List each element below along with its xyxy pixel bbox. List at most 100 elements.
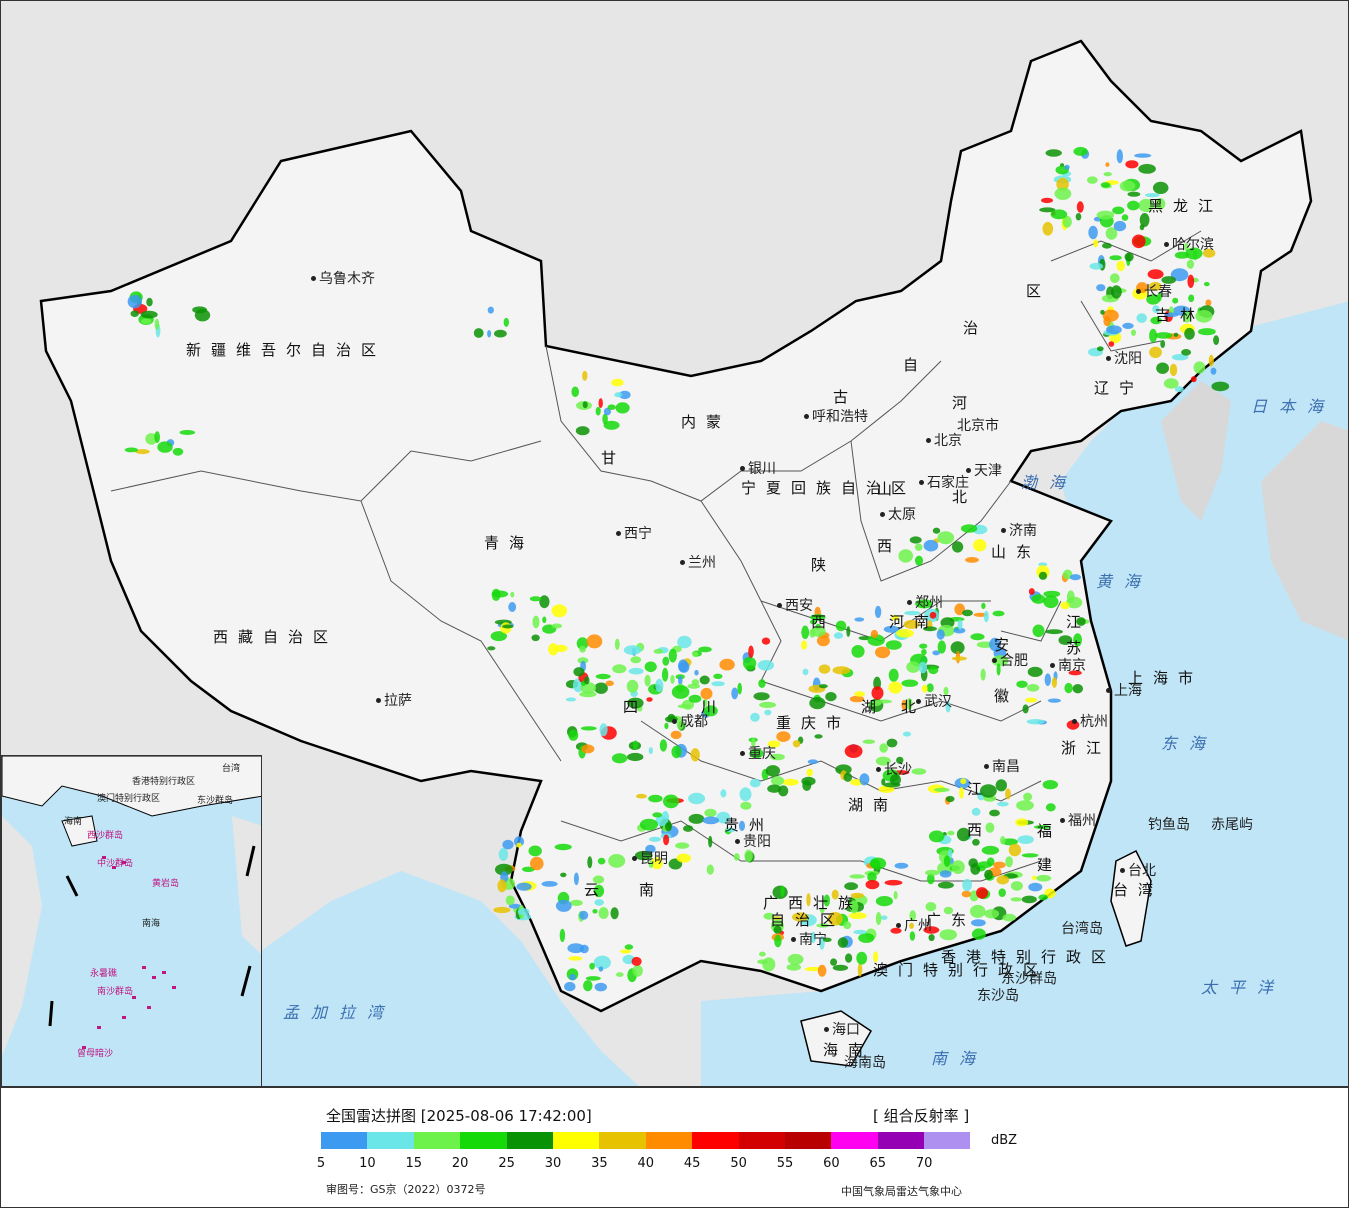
inset-label: 东沙群岛	[197, 796, 234, 806]
legend-swatch	[460, 1132, 507, 1149]
city-marker-icon	[992, 657, 997, 663]
city-label: 广州	[893, 918, 932, 934]
island-label-text: 赤尾屿	[1211, 817, 1253, 833]
island-label-text: 钓鱼岛	[1148, 817, 1190, 833]
city-label-text: 郑州	[915, 595, 943, 611]
city-label: 哈尔滨	[1161, 237, 1214, 253]
city-marker-icon	[376, 697, 381, 703]
city-label-text: 石家庄	[927, 475, 969, 491]
legend-unit: dBZ	[991, 1133, 1018, 1148]
region-label: 川	[701, 698, 726, 716]
region-label: 江	[1066, 613, 1091, 631]
city-label-text: 西安	[785, 598, 813, 614]
region-label: 安	[994, 636, 1019, 654]
radar-map[interactable]: 乌鲁木齐 拉萨 西宁 兰州 银川 呼和浩特 西安 成都 重庆 昆明 贵阳 南宁 长沙 武汉 郑州 太原 石家庄北…	[0, 0, 1349, 1087]
city-marker-icon	[919, 479, 924, 485]
city-label: 兰州	[677, 555, 716, 571]
region-label-text: 吉林	[1155, 306, 1206, 324]
city-label: 济南	[998, 523, 1037, 539]
region-label: 治	[963, 319, 988, 337]
inset-label: 台湾	[222, 764, 241, 774]
region-label-text: 陕	[811, 556, 837, 574]
sea-label-text: 日本海	[1251, 397, 1336, 416]
region-label-text: 贵州	[724, 816, 775, 834]
city-label: 天津	[963, 463, 1002, 479]
region-label-text: 山	[877, 480, 903, 498]
city-label-text: 海口	[832, 1022, 860, 1038]
sea-label-text: 东海	[1161, 734, 1218, 753]
region-label-text: 西	[967, 821, 993, 839]
region-label: 陕	[811, 556, 836, 574]
legend-swatch	[321, 1132, 368, 1149]
city-label-text: 呼和浩特	[812, 409, 868, 425]
region-label-text: 南	[639, 881, 665, 899]
sea-label: 渤海	[1021, 469, 1077, 493]
city-label-text: 贵阳	[743, 834, 771, 850]
region-label: 青海	[484, 534, 534, 552]
sea-label-text: 渤海	[1021, 473, 1078, 492]
city-marker-icon	[632, 855, 637, 861]
legend-swatch	[924, 1132, 971, 1149]
city-label-text: 乌鲁木齐	[319, 271, 375, 287]
city-marker-icon	[1120, 867, 1125, 873]
region-label: 西	[877, 537, 902, 555]
region-label: 上海市	[1128, 669, 1203, 687]
inset-label: 海南	[64, 817, 83, 827]
region-label: 南	[639, 881, 664, 899]
legend-swatch	[552, 1132, 600, 1149]
sea-label-text: 南海	[931, 1049, 988, 1068]
legend-tick-label: 40	[637, 1156, 655, 1171]
taiwan-island	[1110, 849, 1152, 947]
city-marker-icon	[896, 922, 901, 928]
legend-product-name: [ 组合反射率 ]	[873, 1107, 970, 1125]
region-label: 建	[1037, 856, 1062, 874]
city-label-text: 长沙	[884, 762, 912, 778]
region-label-text: 四	[623, 698, 649, 716]
region-label: 西	[967, 821, 992, 839]
region-label-text: 徽	[994, 687, 1020, 705]
region-label: 内蒙	[681, 413, 731, 431]
review-number: 审图号：GS京（2022）0372号	[326, 1183, 486, 1196]
city-marker-icon	[804, 413, 809, 419]
city-label: 西宁	[613, 526, 652, 542]
legend-swatch	[877, 1132, 925, 1149]
city-marker-icon	[907, 599, 912, 605]
city-label: 贵阳	[732, 834, 771, 850]
inset-label: 黄岩岛	[152, 879, 180, 889]
sea-label: 太平洋	[1201, 974, 1285, 998]
region-label: 河	[952, 394, 977, 412]
city-label-text: 拉萨	[384, 693, 412, 709]
inset-label: 南沙群岛	[97, 987, 134, 997]
island-label-text: 东沙群岛	[1001, 971, 1057, 987]
legend-swatch	[413, 1132, 461, 1149]
city-marker-icon	[740, 465, 745, 471]
region-label-text: 苏	[1066, 639, 1092, 657]
city-label-text: 重庆	[748, 746, 776, 762]
region-label: 西藏自治区	[213, 628, 338, 646]
island-label: 赤尾屿	[1211, 817, 1253, 833]
island-label-text: 台湾岛	[1061, 921, 1103, 937]
inset-label: 香港特别行政区	[132, 777, 196, 787]
sea-label-text: 太平洋	[1201, 978, 1286, 997]
inset-label: 澳门特别行政区	[97, 794, 161, 804]
region-label: 江	[967, 780, 992, 798]
region-label-text: 河	[952, 394, 978, 412]
region-label-text: 北	[952, 488, 978, 506]
city-label: 银川	[737, 461, 776, 477]
region-label: 宁夏回族自治区	[741, 479, 916, 497]
region-label-text: 西	[877, 537, 903, 555]
city-label-text: 济南	[1009, 523, 1037, 539]
region-label-text: 广东	[926, 911, 977, 929]
city-marker-icon	[880, 511, 885, 517]
city-marker-icon	[1106, 355, 1111, 361]
region-label-text: 宁夏回族自治区	[741, 479, 917, 497]
city-label-text: 北京	[934, 433, 962, 449]
legend-swatch	[738, 1132, 785, 1149]
city-label: 杭州	[1069, 714, 1108, 730]
island-label: 东沙岛	[977, 988, 1019, 1004]
south-china-sea-inset[interactable]: 香港特别行政区 澳门特别行政区 东沙群岛 海南 西沙群岛 中沙群岛 黄岩岛 南海 永暑礁 南沙群岛…	[1, 755, 262, 1086]
sea-label-text: 孟加拉湾	[283, 1003, 396, 1022]
region-label-text: 治	[963, 319, 989, 337]
city-label-text: 昆明	[640, 851, 668, 867]
region-label: 河南	[889, 613, 939, 631]
